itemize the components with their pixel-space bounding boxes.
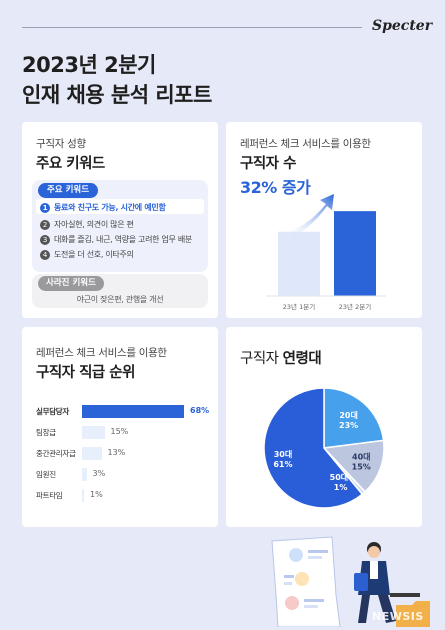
keyword-item-4: 4 도전을 더 선호, 이타주의 <box>40 249 134 260</box>
keyword-number: 3 <box>40 234 50 245</box>
keyword-item-2: 2 자아실현, 의견이 많은 편 <box>40 219 134 230</box>
growth-arrow-icon <box>284 194 334 240</box>
keyword-number: 2 <box>40 219 50 230</box>
watermark: NEWSIS <box>372 610 424 623</box>
gone-keywords-badge: 사라진 키워드 <box>38 276 104 291</box>
pie-slice <box>322 439 385 493</box>
page-title-line1: 2023년 2분기 <box>22 53 156 77</box>
page-title: 2023년 2분기 인재 채용 분석 리포트 <box>22 50 212 110</box>
keywords-card: 구직자 성향 주요 키워드 주요 키워드 1 동료와 친구도 가능, 시간에 예민… <box>22 122 218 318</box>
growth-bar-1 <box>278 231 320 296</box>
rank-value-label: 15% <box>110 427 129 436</box>
document-illustration <box>271 536 341 627</box>
rank-bar <box>82 489 84 502</box>
page-title-line2: 인재 채용 분석 리포트 <box>22 83 212 107</box>
rank-bar <box>82 447 102 460</box>
keywords-heading: 주요 키워드 <box>36 156 105 172</box>
pie-slice <box>263 387 364 509</box>
pie-value-label: 15% <box>352 462 371 471</box>
rank-category-label: 임원진 <box>36 470 56 479</box>
pie-value-label: 61% <box>273 460 292 469</box>
keyword-text: 대화를 즐김, 내근, 역량을 고려한 업무 배분 <box>54 235 192 244</box>
rank-value-label: 1% <box>90 490 103 499</box>
gone-keywords-text: 야근이 잦은편, 관행을 개선 <box>76 295 164 304</box>
growth-bar-2 <box>334 211 376 296</box>
age-heading: 구직자 연령대 <box>240 347 322 368</box>
keywords-subtitle: 구직자 성향 <box>36 138 86 150</box>
keyword-text: 동료와 친구도 가능, 시간에 예민함 <box>54 203 166 212</box>
rank-category-label: 실무담당자 <box>36 407 69 416</box>
growth-card: 레퍼런스 체크 서비스를 이용한 구직자 수 32% 증가 23년 1분기 23년… <box>226 122 422 318</box>
rank-bar <box>82 426 105 439</box>
keyword-item-3: 3 대화를 즐김, 내근, 역량을 고려한 업무 배분 <box>40 234 192 245</box>
growth-heading-b: 32% 증가 <box>240 178 311 197</box>
rank-bar <box>82 468 87 481</box>
pie-label: 50대- <box>330 472 352 482</box>
office-worker-illustration <box>271 536 430 627</box>
header-divider <box>22 27 362 28</box>
rank-heading: 구직자 직급 순위 <box>36 365 135 381</box>
age-heading-b: 연령대 <box>282 351 322 367</box>
age-card: 구직자 연령대 20대 23% 40대 15% 50대- 1% 30대 61% <box>226 327 422 527</box>
pie-value-label: 1% <box>334 483 348 492</box>
keyword-item-1: 1 동료와 친구도 가능, 시간에 예민함 <box>40 202 166 213</box>
rank-category-label: 중간관리자급 <box>36 449 76 458</box>
brand-logo: Specter <box>372 18 433 34</box>
keyword-highlight <box>36 199 204 214</box>
rank-value-label: 13% <box>107 448 126 457</box>
pie-value-label: 23% <box>339 421 358 430</box>
keyword-number: 4 <box>40 249 50 260</box>
rank-category-label: 파트타임 <box>36 491 63 500</box>
age-heading-a: 구직자 <box>240 351 283 367</box>
pie-label: 20대 <box>339 410 358 420</box>
keyword-number: 1 <box>40 202 50 213</box>
growth-heading-a: 구직자 수 <box>240 156 296 172</box>
pie-label: 40대 <box>352 451 371 461</box>
rank-value-label: 3% <box>92 469 106 478</box>
growth-chart: 23년 1분기 23년 2분기 <box>266 194 386 311</box>
pie-label: 30대 <box>274 449 293 459</box>
rank-subtitle: 레퍼런스 체크 서비스를 이용한 <box>36 347 167 359</box>
folder-illustration <box>396 601 430 627</box>
rank-category-label: 팀장급 <box>36 428 56 437</box>
keyword-text: 자아실현, 의견이 많은 편 <box>54 220 134 229</box>
pie-slice <box>323 387 385 449</box>
rank-value-label: 68% <box>190 406 210 415</box>
person-illustration <box>354 542 420 623</box>
keyword-text: 도전을 더 선호, 이타주의 <box>54 250 134 259</box>
main-keywords-badge: 주요 키워드 <box>38 183 98 198</box>
growth-tick-label: 23년 2분기 <box>339 302 371 311</box>
rank-card: 레퍼런스 체크 서비스를 이용한 구직자 직급 순위 실무담당자 68% 팀장급 15… <box>22 327 218 527</box>
rank-bar <box>82 405 184 418</box>
growth-tick-label: 23년 1분기 <box>283 302 315 311</box>
growth-subtitle: 레퍼런스 체크 서비스를 이용한 <box>240 138 371 150</box>
